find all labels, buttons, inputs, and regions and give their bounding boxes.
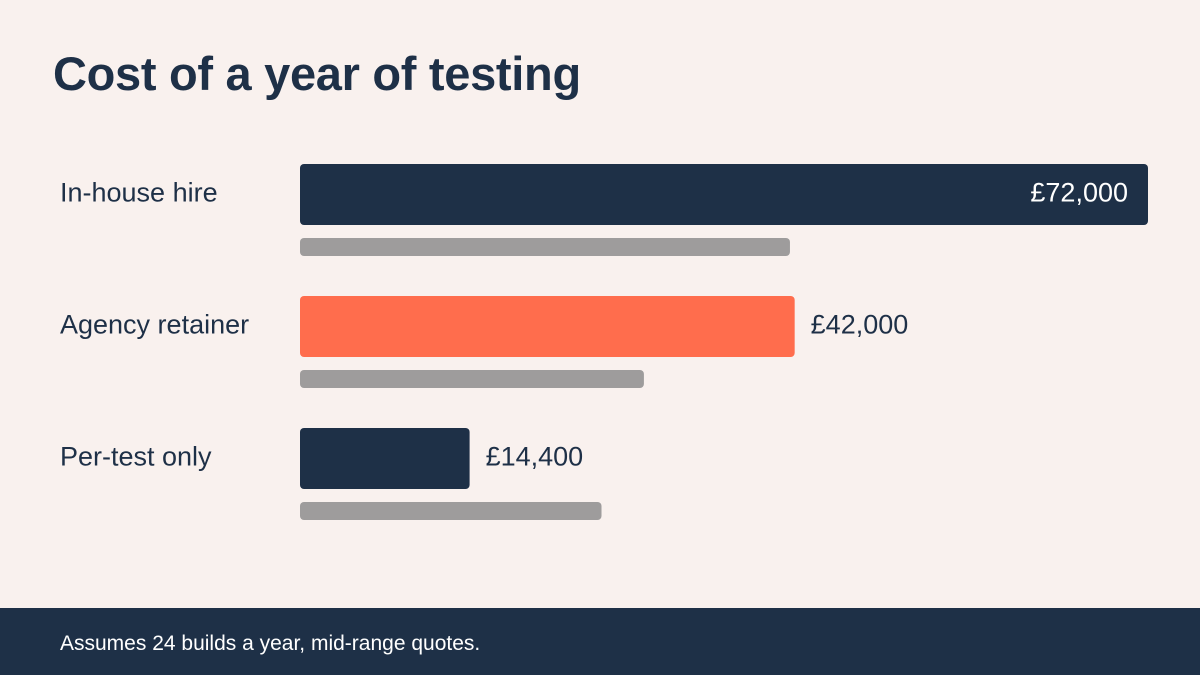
footer-note: Assumes 24 builds a year, mid-range quot…	[60, 632, 481, 655]
category-label-per-test-only: Per-test only	[60, 442, 212, 472]
bar-in-house-hire	[300, 164, 1148, 225]
category-label-in-house-hire: In-house hire	[60, 178, 218, 208]
secondary-bar-agency-retainer	[300, 370, 644, 388]
bar-agency-retainer	[300, 296, 795, 357]
secondary-bar-in-house-hire	[300, 238, 790, 256]
category-label-agency-retainer: Agency retainer	[60, 310, 249, 340]
bar-per-test-only	[300, 428, 470, 489]
chart-title: Cost of a year of testing	[53, 47, 581, 100]
value-label-per-test-only: £14,400	[486, 442, 584, 472]
bar-chart: In-house hire £72,000 Agency retainer £42,0…	[60, 164, 1148, 520]
footer-bar: Assumes 24 builds a year, mid-range quot…	[0, 608, 1200, 675]
secondary-bar-per-test-only	[300, 502, 602, 520]
value-label-agency-retainer: £42,000	[811, 310, 909, 340]
value-label-in-house-hire: £72,000	[1030, 178, 1128, 208]
